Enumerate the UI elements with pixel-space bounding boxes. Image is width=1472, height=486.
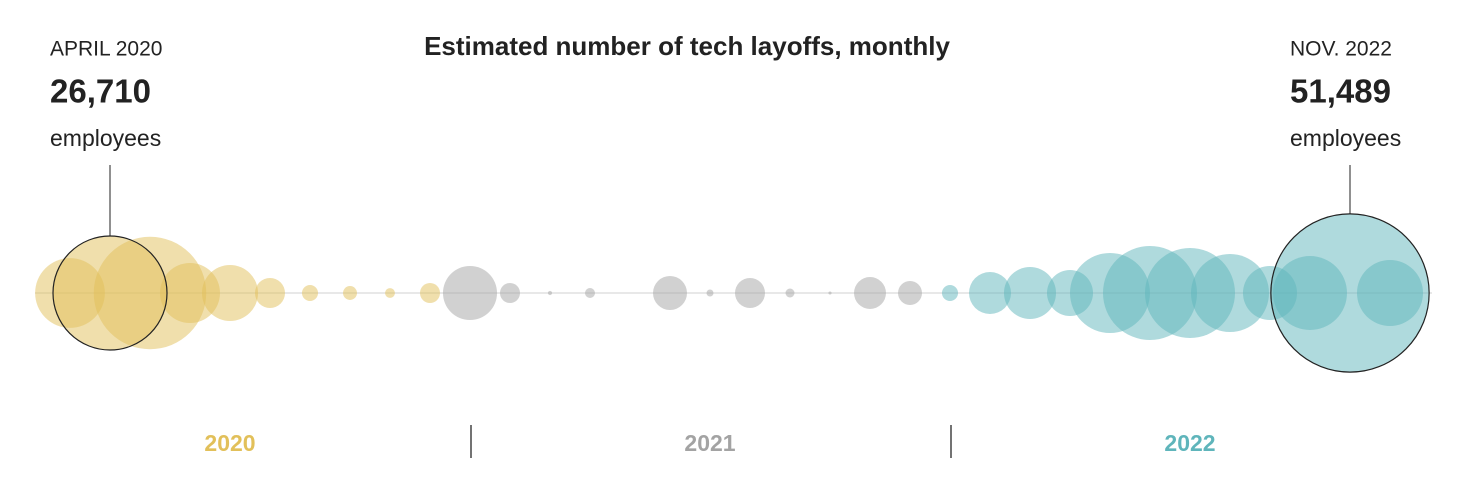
bubble xyxy=(93,236,207,350)
bubble xyxy=(734,277,766,309)
bubble xyxy=(442,265,498,321)
annotation-value: 51,489 xyxy=(1290,73,1391,110)
bubble xyxy=(653,276,687,310)
year-label: 2021 xyxy=(684,430,735,456)
bubble xyxy=(1003,266,1057,320)
bubble xyxy=(343,286,357,300)
bubble xyxy=(1270,213,1430,373)
bubble xyxy=(1191,254,1269,332)
bubble xyxy=(159,262,221,324)
annotation-date: APRIL 2020 xyxy=(50,38,162,61)
bubble xyxy=(547,290,553,296)
bubble xyxy=(968,271,1012,315)
annotation-value: 26,710 xyxy=(50,73,151,110)
bubble xyxy=(585,288,595,298)
annotation-date: NOV. 2022 xyxy=(1290,38,1392,61)
bubble xyxy=(201,264,259,322)
bubble xyxy=(706,289,714,297)
bubble xyxy=(1357,260,1423,326)
bubble xyxy=(301,284,319,302)
bubble xyxy=(785,288,795,298)
bubble xyxy=(898,281,922,305)
bubble xyxy=(420,283,440,303)
bubble xyxy=(941,284,959,302)
bubble xyxy=(828,291,832,295)
year-label: 2020 xyxy=(204,430,255,456)
bubble xyxy=(254,277,286,309)
year-label: 2022 xyxy=(1164,430,1215,456)
bubble xyxy=(385,288,395,298)
bubble xyxy=(500,283,520,303)
chart-title: Estimated number of tech layoffs, monthl… xyxy=(424,31,950,61)
bubble xyxy=(854,277,886,309)
annotation-unit: employees xyxy=(50,125,161,151)
annotation-unit: employees xyxy=(1290,125,1401,151)
